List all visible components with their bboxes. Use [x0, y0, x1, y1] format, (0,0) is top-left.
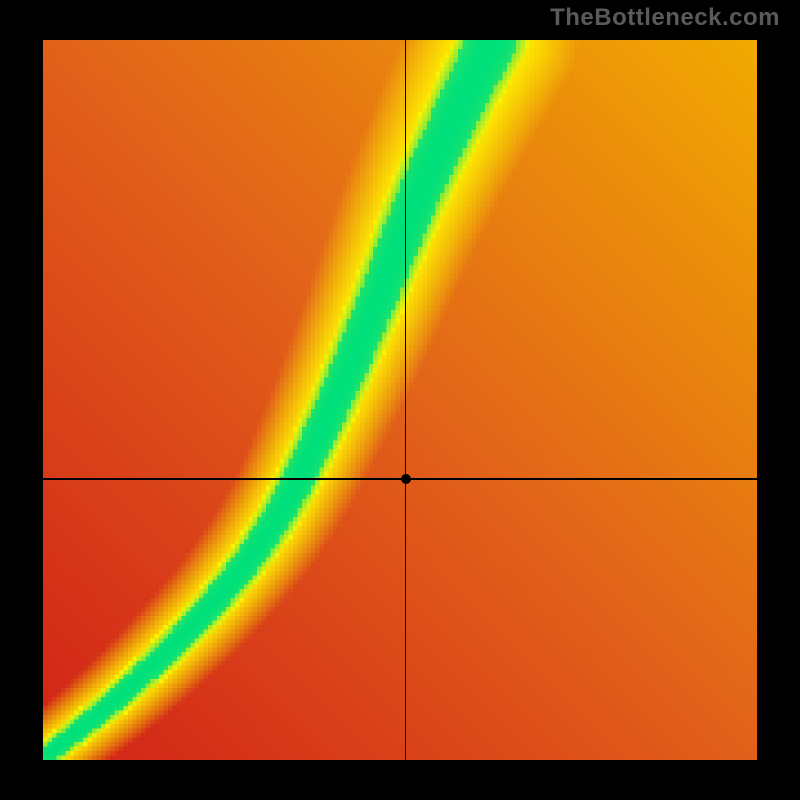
crosshair-vertical-line — [405, 40, 407, 760]
bottleneck-heatmap-canvas — [43, 40, 757, 760]
watermark-text: TheBottleneck.com — [550, 4, 780, 32]
chart-stage: TheBottleneck.com — [0, 0, 800, 800]
crosshair-dot — [401, 474, 411, 484]
